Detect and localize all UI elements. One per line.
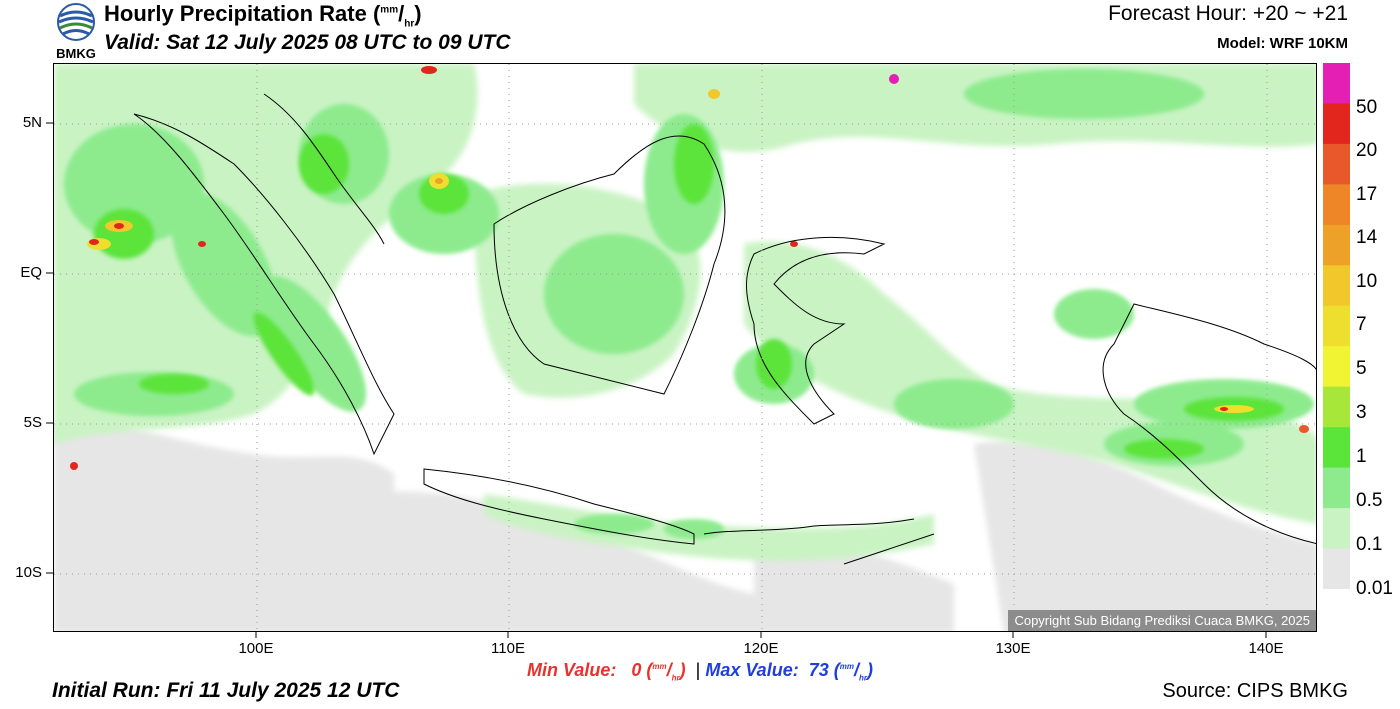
colorbar-swatch	[1323, 346, 1350, 388]
copyright-notice: Copyright Sub Bidang Prediksi Cuaca BMKG…	[1008, 610, 1316, 631]
lon-label-110e: 110E	[491, 640, 525, 657]
lon-label-130e: 130E	[995, 640, 1031, 657]
colorbar-label-20: 20	[1356, 140, 1378, 161]
model-name: Model: WRF 10KM	[1217, 35, 1348, 52]
title-unit-den: hr	[404, 18, 415, 30]
lon-label-100e: 100E	[238, 640, 274, 657]
precipitation-map	[53, 63, 1317, 632]
title-unit-num: mm	[380, 4, 399, 16]
heavy-rain-cells	[70, 66, 1309, 470]
initial-run: Initial Run: Fri 11 July 2025 12 UTC	[52, 679, 400, 702]
colorbar-swatch	[1323, 548, 1350, 589]
max-unit-den: hr	[859, 673, 867, 683]
max-unit-num: mm	[839, 662, 854, 671]
source-credit: Source: CIPS BMKG	[1162, 680, 1348, 702]
colorbar-label-7: 7	[1356, 314, 1367, 335]
colorbar-label-3: 3	[1356, 402, 1367, 423]
colorbar-swatch	[1323, 184, 1350, 226]
colorbar-swatch	[1323, 265, 1350, 307]
coastlines	[133, 93, 1316, 565]
colorbar-swatch	[1323, 224, 1350, 266]
lat-label-10s: 10S	[15, 564, 42, 581]
lon-label-140e: 140E	[1248, 640, 1284, 657]
valid-time: Valid: Sat 12 July 2025 08 UTC to 09 UTC	[104, 31, 511, 54]
min-max-separator: |	[695, 660, 701, 680]
max-value-group: Max Value: 73 (mm/hr)	[705, 660, 873, 683]
colorbar-label-14: 14	[1356, 227, 1378, 248]
map-canvas	[54, 64, 1316, 631]
min-value: 0	[631, 660, 642, 680]
forecast-hour: Forecast Hour: +20 ~ +21	[1108, 2, 1348, 25]
lat-label-5s: 5S	[23, 414, 42, 431]
min-unit-den: hr	[671, 673, 680, 683]
lat-label-eq: EQ	[20, 264, 42, 281]
chart-title: Hourly Precipitation Rate (mm/hr)	[104, 1, 422, 30]
min-value-group: Min Value: 0 (mm/hr)	[526, 660, 686, 683]
colorbar-label-10: 10	[1356, 271, 1378, 292]
colorbar-label-0-01: 0.01	[1356, 578, 1393, 599]
colorbar-label-5: 5	[1356, 358, 1367, 379]
precip-0-01-zone	[54, 421, 1316, 631]
colorbar-label-0-1: 0.1	[1356, 534, 1383, 555]
colorbar-swatch	[1323, 427, 1350, 469]
lon-label-120e: 120E	[743, 640, 779, 657]
max-label: Max Value:	[705, 660, 799, 680]
colorbar-label-1: 1	[1356, 446, 1367, 467]
colorbar-swatch	[1323, 386, 1350, 428]
colorbar-swatch	[1323, 103, 1350, 145]
colorbar-swatch	[1323, 143, 1350, 185]
lat-label-5n: 5N	[22, 114, 42, 131]
min-label: Min Value:	[526, 660, 617, 680]
bmkg-logo: BMKG	[56, 3, 96, 60]
colorbar-swatch	[1323, 467, 1350, 509]
colorbar-label-0-5: 0.5	[1356, 490, 1383, 511]
min-unit-num: mm	[652, 662, 667, 671]
colorbar-label-50: 50	[1356, 97, 1378, 118]
min-max-values: Min Value: 0 (mm/hr) | Max Value: 73 (mm…	[0, 660, 1400, 683]
logo-text: BMKG	[56, 46, 96, 60]
colorbar-swatch	[1323, 305, 1350, 347]
max-value: 73	[808, 660, 829, 680]
colorbar	[1323, 63, 1350, 589]
lat-lon-grid	[54, 64, 1316, 631]
title-text: Hourly Precipitation Rate	[104, 1, 367, 26]
colorbar-swatch	[1323, 508, 1350, 550]
colorbar-label-17: 17	[1356, 184, 1378, 205]
colorbar-swatch	[1323, 63, 1350, 104]
